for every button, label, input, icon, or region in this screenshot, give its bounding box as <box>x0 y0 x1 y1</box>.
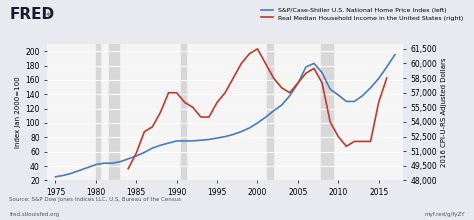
Bar <box>267 44 273 180</box>
Text: myf.red/g/fyZY: myf.red/g/fyZY <box>424 212 465 217</box>
Bar <box>321 44 333 180</box>
Text: FRED: FRED <box>9 7 55 22</box>
Text: Source: S&P Dow Jones Indices LLC, U.S. Bureau of the Census: Source: S&P Dow Jones Indices LLC, U.S. … <box>9 198 182 202</box>
Bar <box>96 44 100 180</box>
Bar <box>181 44 186 180</box>
Text: fred.stlouisfed.org: fred.stlouisfed.org <box>9 212 60 217</box>
Text: ✦: ✦ <box>45 10 52 19</box>
Bar <box>109 44 119 180</box>
Y-axis label: 2016 CPI-U-RS Adjusted Dollars: 2016 CPI-U-RS Adjusted Dollars <box>441 57 447 167</box>
Legend: S&P/Case-Shiller U.S. National Home Price Index (left), Real Median Household In: S&P/Case-Shiller U.S. National Home Pric… <box>258 6 466 23</box>
Y-axis label: Index Jan 2000=100: Index Jan 2000=100 <box>15 76 21 148</box>
